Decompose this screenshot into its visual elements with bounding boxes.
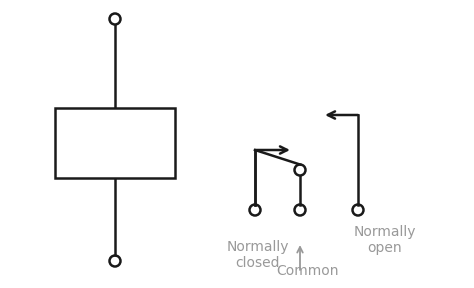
Text: Common: Common — [277, 264, 339, 278]
Text: Normally
closed: Normally closed — [227, 240, 289, 270]
Bar — [55, 108, 175, 178]
Text: Normally
open: Normally open — [354, 225, 416, 255]
